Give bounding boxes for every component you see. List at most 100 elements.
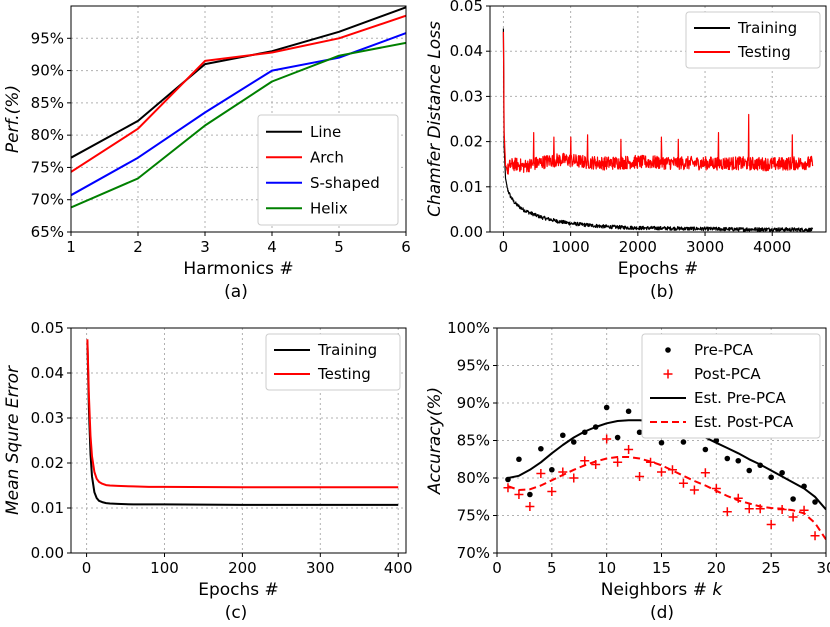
panel-caption: (d): [650, 603, 674, 623]
plot-area: [86, 339, 399, 506]
x-tick-label: 0: [492, 559, 502, 577]
x-tick-label: 3: [200, 238, 210, 256]
data-point: [768, 474, 774, 481]
plot-area: [502, 28, 814, 232]
y-tick-label: 65%: [31, 223, 64, 241]
x-tick-label: 0: [82, 559, 92, 577]
legend-label: Post-PCA: [694, 365, 761, 383]
data-point: [614, 434, 621, 441]
y-tick-label: 0.04: [31, 364, 64, 382]
legend-label: Training: [317, 341, 377, 359]
y-tick-label: 75%: [31, 158, 64, 176]
data-point: [549, 466, 555, 473]
x-tick-label: 100: [150, 559, 179, 577]
data-point: [702, 446, 709, 453]
x-tick-label: 10: [597, 559, 616, 577]
data-point: [658, 439, 665, 446]
y-axis-label: Accuracy(%): [425, 387, 445, 495]
y-tick-label: 80%: [31, 126, 64, 144]
legend-label: Testing: [737, 43, 791, 61]
x-tick-label: 5: [547, 559, 557, 577]
data-point: [603, 404, 610, 411]
x-tick-label: 200: [228, 559, 257, 577]
panel-caption: (a): [224, 282, 248, 302]
data-point: [525, 502, 535, 511]
y-tick-label: 0.01: [31, 499, 64, 517]
legend-box: [265, 333, 401, 391]
data-point: [678, 478, 688, 488]
y-tick-label: 85%: [457, 432, 490, 450]
data-point: [722, 507, 732, 517]
x-tick-label: 4000: [753, 238, 791, 256]
y-tick-label: 0.05: [31, 319, 64, 337]
legend-marker: [665, 347, 671, 353]
panel-caption: (b): [650, 282, 674, 302]
legend-label: Testing: [317, 365, 371, 383]
legend-marker: [663, 369, 673, 379]
y-tick-label: 0.00: [450, 223, 483, 241]
data-point: [547, 487, 557, 496]
y-tick-label: 90%: [457, 394, 490, 412]
x-tick-label: 400: [384, 559, 413, 577]
axes-frame: [489, 5, 827, 233]
series-arch: [71, 14, 406, 173]
series-testing: [502, 31, 814, 175]
x-tick-label: 25: [762, 559, 781, 577]
data-point: [570, 439, 577, 445]
data-point: [560, 432, 566, 439]
legend: Pre-PCA Post-PCA Est. Pre-PCA Est. Post-PCA: [641, 333, 821, 439]
data-point: [700, 468, 710, 478]
y-tick-label: 95%: [31, 29, 64, 47]
data-point: [580, 456, 590, 466]
y-tick-label: 75%: [457, 507, 490, 525]
data-point: [766, 520, 776, 529]
legend: Line Arch S-shaped Helix: [257, 114, 399, 226]
y-tick-label: 0.02: [31, 454, 64, 472]
data-point: [788, 512, 798, 522]
data-point: [810, 531, 820, 541]
chart-panel-d: 0 5 10 15 20 25 30 70% 75% 80% 85% 90% 95% 100% Neighb…: [425, 319, 830, 623]
x-axis-label: Epochs #: [618, 259, 699, 279]
legend-label: Est. Post-PCA: [694, 413, 794, 431]
legend: Training Testing: [265, 333, 401, 391]
legend-label: S-shaped: [310, 174, 380, 192]
data-point: [514, 490, 524, 499]
chart-panel-a: 1 2 3 4 5 6 65% 70% 75% 80% 85% 90% 95% Harmonics # Pe…: [3, 5, 411, 302]
data-point: [735, 457, 742, 464]
series-testing: [86, 339, 399, 489]
x-tick-label: 1: [66, 238, 76, 256]
data-point: [602, 434, 612, 444]
data-point: [812, 499, 818, 505]
plot-area: [503, 404, 826, 541]
x-axis-label: Harmonics #: [183, 259, 293, 279]
data-point: [635, 472, 645, 481]
legend-box: [641, 333, 821, 439]
x-tick-label: 5: [334, 238, 344, 256]
y-tick-label: 80%: [457, 469, 490, 487]
y-tick-label: 95%: [457, 357, 490, 375]
series-training: [502, 28, 814, 232]
data-point: [613, 457, 623, 467]
y-tick-label: 90%: [31, 62, 64, 80]
y-tick-label: 0.02: [450, 133, 483, 151]
x-tick-label: 300: [306, 559, 335, 577]
chart-panel-b: 0 1000 2000 3000 4000 0.00 0.01 0.02 0.03 0.04 0.0…: [425, 0, 827, 302]
data-point: [536, 469, 546, 478]
series-helix: [71, 41, 406, 209]
x-tick-label: 20: [707, 559, 726, 577]
panel-caption: (c): [225, 603, 248, 623]
plot-area: [71, 6, 406, 209]
legend: Training Testing: [685, 11, 821, 69]
y-tick-label: 0.01: [450, 178, 483, 196]
data-point: [746, 467, 753, 474]
x-tick-label: 30: [816, 559, 830, 577]
data-point: [516, 456, 522, 463]
data-point: [689, 485, 699, 495]
data-point: [569, 473, 579, 483]
data-point: [538, 445, 544, 452]
data-point: [624, 445, 634, 454]
y-tick-label: 0.00: [31, 544, 64, 562]
legend-label: Helix: [310, 199, 348, 217]
legend-label: Est. Pre-PCA: [694, 389, 786, 407]
